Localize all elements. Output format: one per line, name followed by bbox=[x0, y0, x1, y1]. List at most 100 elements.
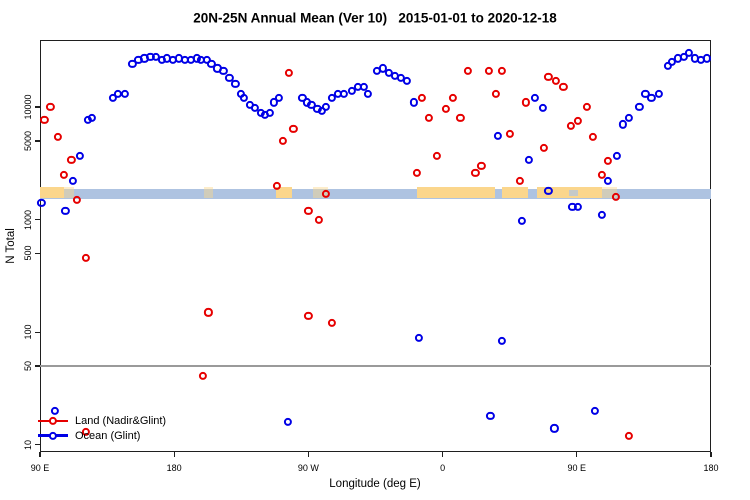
data-point-ocean bbox=[498, 336, 507, 345]
y-tick bbox=[35, 252, 40, 255]
x-tick bbox=[576, 452, 578, 457]
data-point-ocean bbox=[612, 151, 622, 160]
data-point-land bbox=[204, 308, 213, 317]
data-point-land bbox=[441, 104, 450, 114]
surface-strip-land bbox=[275, 186, 292, 198]
data-point-ocean bbox=[270, 98, 279, 107]
x-tick-label: 180 bbox=[166, 463, 182, 473]
y-axis-label: N Total bbox=[5, 228, 17, 264]
legend-ocean-label: Ocean (Glint) bbox=[75, 429, 141, 442]
data-point-land bbox=[448, 93, 458, 103]
data-point-land bbox=[53, 133, 62, 142]
data-point-ocean bbox=[538, 103, 547, 113]
data-point-ocean bbox=[88, 113, 97, 122]
y-tick-label: 1000 bbox=[23, 209, 33, 230]
data-point-ocean bbox=[231, 79, 240, 89]
data-point-ocean bbox=[684, 49, 693, 58]
data-point-ocean bbox=[61, 206, 70, 215]
data-point-land bbox=[589, 133, 598, 142]
data-point-ocean bbox=[668, 58, 677, 67]
data-point-ocean bbox=[225, 74, 234, 83]
x-tick-label: 0 bbox=[440, 463, 446, 473]
y-tick-label: 10000 bbox=[23, 94, 33, 120]
data-point-ocean bbox=[68, 176, 77, 186]
data-point-land bbox=[463, 66, 473, 75]
y-tick-label: 5000 bbox=[23, 130, 33, 151]
y-tick-label: 10 bbox=[23, 439, 33, 450]
surface-strip-ocean-speck bbox=[569, 190, 579, 196]
data-point-land bbox=[456, 113, 465, 122]
data-point-ocean bbox=[624, 113, 634, 122]
data-point-land bbox=[432, 151, 441, 160]
data-point-land bbox=[471, 168, 480, 177]
surface-strip-land-faint bbox=[602, 186, 618, 198]
surface-strip-land bbox=[536, 186, 603, 198]
data-point-ocean bbox=[654, 90, 663, 99]
data-point-land bbox=[492, 90, 501, 99]
surface-strip-ocean bbox=[40, 189, 711, 199]
data-point-ocean bbox=[265, 108, 274, 117]
x-tick-label: 90 E bbox=[567, 463, 587, 473]
data-point-land bbox=[67, 155, 76, 164]
data-point-ocean bbox=[359, 83, 368, 92]
data-point-land bbox=[611, 192, 620, 201]
y-tick bbox=[35, 218, 40, 221]
legend-ocean-marker bbox=[48, 431, 58, 440]
data-point-land bbox=[551, 76, 561, 86]
data-point-land bbox=[574, 116, 583, 126]
x-tick-label: 180 bbox=[703, 463, 719, 473]
y-tick bbox=[35, 444, 40, 446]
data-point-land bbox=[40, 115, 49, 124]
x-tick bbox=[441, 452, 444, 457]
data-point-land bbox=[544, 72, 553, 81]
data-point-land bbox=[477, 161, 486, 170]
data-point-land bbox=[82, 253, 91, 262]
y-tick bbox=[35, 140, 40, 142]
plot-area bbox=[40, 40, 711, 452]
data-point-land bbox=[322, 189, 331, 198]
x-tick-label: 90 E bbox=[30, 463, 50, 473]
data-point-ocean bbox=[37, 199, 46, 208]
data-point-land bbox=[484, 66, 493, 75]
data-point-land bbox=[539, 144, 549, 153]
data-point-ocean bbox=[76, 151, 85, 160]
data-point-ocean bbox=[574, 202, 583, 211]
y-tick-label: 50 bbox=[23, 361, 33, 372]
data-point-ocean bbox=[317, 106, 326, 116]
data-point-land bbox=[198, 371, 207, 380]
data-point-ocean bbox=[250, 103, 259, 113]
x-tick bbox=[307, 452, 310, 457]
x-tick bbox=[39, 452, 41, 457]
data-point-land bbox=[604, 157, 613, 166]
y-tick-label: 500 bbox=[23, 245, 33, 261]
data-point-land bbox=[522, 98, 531, 107]
data-point-land bbox=[505, 129, 514, 138]
surface-strip-land-faint bbox=[312, 186, 328, 198]
data-point-land bbox=[559, 83, 568, 92]
data-point-ocean bbox=[635, 102, 644, 112]
data-point-ocean bbox=[517, 216, 526, 226]
data-point-ocean bbox=[544, 186, 553, 195]
y-tick bbox=[35, 106, 40, 108]
surface-strip-land bbox=[40, 186, 64, 198]
data-point-ocean bbox=[530, 93, 540, 103]
data-point-ocean bbox=[378, 64, 388, 73]
data-point-ocean bbox=[598, 210, 607, 220]
data-point-ocean bbox=[328, 93, 337, 103]
data-point-ocean bbox=[108, 93, 118, 103]
data-point-ocean bbox=[702, 54, 711, 63]
data-point-land bbox=[304, 206, 313, 215]
data-point-ocean bbox=[590, 406, 599, 415]
reference-line-50 bbox=[40, 365, 711, 367]
data-point-land bbox=[82, 427, 91, 437]
data-point-ocean bbox=[604, 176, 613, 186]
y-tick bbox=[35, 365, 40, 367]
data-point-ocean bbox=[663, 62, 672, 71]
data-point-ocean bbox=[322, 102, 331, 112]
x-tick bbox=[173, 452, 175, 457]
data-point-ocean bbox=[120, 90, 130, 99]
data-point-ocean bbox=[550, 424, 559, 433]
data-point-land bbox=[59, 170, 68, 179]
x-tick-label: 90 W bbox=[297, 463, 319, 473]
